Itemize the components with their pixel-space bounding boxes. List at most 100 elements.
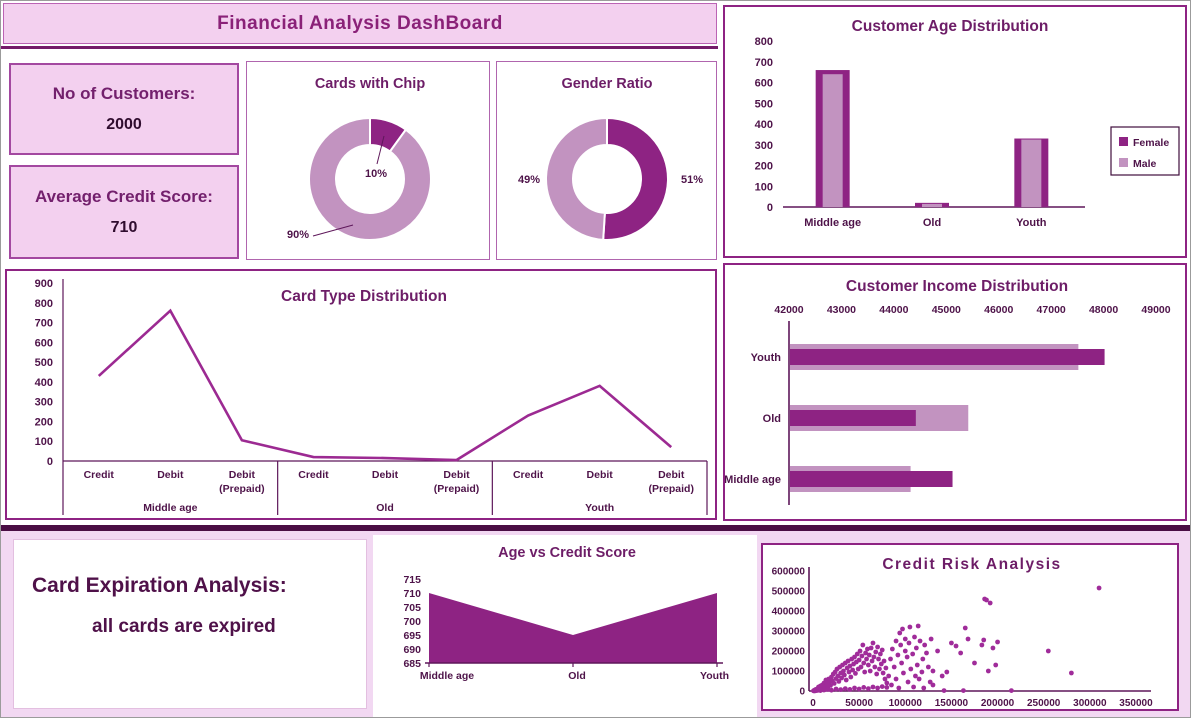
svg-text:200: 200 (755, 161, 773, 173)
svg-text:Female: Female (1133, 137, 1169, 149)
card-type-chart: 0 100 200 300 400 500 600 700 800 900 Credit Debit D… (35, 278, 708, 515)
svg-text:700: 700 (403, 616, 421, 628)
scatter-points (811, 585, 1102, 694)
card-expiration-detail: all cards are expired (92, 616, 276, 637)
card-expiration-heading: Card Expiration Analysis: (32, 574, 287, 597)
svg-text:Youth: Youth (751, 352, 782, 364)
age-distribution-panel: 0 100 200 300 400 500 600 700 800 Middle age Old Yo… (723, 5, 1187, 258)
svg-text:Old: Old (568, 670, 586, 682)
svg-text:Youth: Youth (1016, 217, 1047, 229)
svg-text:Debit: Debit (658, 469, 685, 481)
svg-text:400: 400 (755, 119, 773, 131)
income-distribution-panel: 42000 43000 44000 45000 46000 47000 48000 49000… (723, 263, 1187, 521)
svg-text:10%: 10% (365, 168, 387, 180)
svg-text:Old: Old (763, 413, 781, 425)
section-separator (1, 525, 1190, 531)
svg-text:Debit: Debit (229, 469, 256, 481)
donut-slices (308, 116, 432, 241)
svg-text:Middle age: Middle age (143, 502, 197, 514)
card-type-panel: 0 100 200 300 400 500 600 700 800 900 Credit Debit D… (5, 269, 717, 520)
svg-text:300000: 300000 (772, 627, 806, 638)
svg-text:715: 715 (403, 574, 421, 586)
svg-text:500: 500 (35, 357, 53, 369)
series-front (790, 349, 1105, 487)
svg-text:45000: 45000 (932, 304, 961, 316)
gender-ratio-chart: 51% 49% Gender Ratio (518, 76, 703, 241)
cards-with-chip-panel: 10% 90% Cards with Chip (246, 61, 490, 260)
svg-text:700: 700 (35, 318, 53, 330)
svg-text:500000: 500000 (772, 587, 806, 598)
svg-text:Youth: Youth (585, 502, 614, 514)
svg-text:Age vs Credit Score: Age vs Credit Score (498, 545, 636, 561)
svg-text:Debit: Debit (587, 469, 614, 481)
card-expiration-panel: Card Expiration Analysis: all cards are … (13, 539, 367, 709)
svg-text:200000: 200000 (981, 698, 1015, 709)
page-title: Financial Analysis DashBoard (217, 12, 503, 34)
svg-text:46000: 46000 (984, 304, 1013, 316)
svg-text:350000: 350000 (1119, 698, 1153, 709)
svg-text:49000: 49000 (1141, 304, 1170, 316)
age-vs-credit-panel: 715 710 705 700 695 690 685 Middle age Old Youth A… (373, 535, 757, 717)
svg-text:(Prepaid): (Prepaid) (648, 483, 694, 495)
svg-text:47000: 47000 (1037, 304, 1066, 316)
svg-text:Credit: Credit (513, 469, 544, 481)
svg-text:49%: 49% (518, 174, 540, 186)
svg-text:150000: 150000 (935, 698, 969, 709)
svg-text:100000: 100000 (889, 698, 923, 709)
svg-text:44000: 44000 (879, 304, 908, 316)
svg-text:0: 0 (799, 687, 805, 698)
svg-text:400000: 400000 (772, 607, 806, 618)
svg-text:800: 800 (755, 36, 773, 48)
svg-text:700: 700 (755, 57, 773, 69)
card-type-line (97, 308, 673, 462)
svg-text:Card Type Distribution: Card Type Distribution (281, 288, 447, 305)
svg-text:400: 400 (35, 377, 53, 389)
svg-text:Customer Income Distribution: Customer Income Distribution (846, 278, 1068, 295)
svg-text:300: 300 (755, 140, 773, 152)
svg-text:Credit: Credit (84, 469, 115, 481)
svg-text:685: 685 (403, 658, 421, 670)
svg-text:0: 0 (47, 456, 53, 468)
svg-text:Credit Risk Analysis: Credit Risk Analysis (882, 556, 1061, 573)
svg-text:Debit: Debit (372, 469, 399, 481)
svg-text:Debit: Debit (443, 469, 470, 481)
kpi-customers-card: No of Customers: 2000 (9, 63, 239, 155)
svg-text:710: 710 (403, 588, 421, 600)
svg-text:Debit: Debit (157, 469, 184, 481)
svg-text:Old: Old (376, 502, 394, 514)
svg-text:500: 500 (755, 98, 773, 110)
age-distribution-chart: 0 100 200 300 400 500 600 700 800 Middle age Old Yo… (755, 18, 1180, 229)
kpi-customers-value: 2000 (106, 116, 142, 133)
donut-slices (545, 116, 669, 241)
svg-text:100: 100 (755, 181, 773, 193)
svg-text:(Prepaid): (Prepaid) (434, 483, 480, 495)
kpi-customers-label: No of Customers: (52, 84, 196, 103)
area-fill (429, 593, 717, 663)
svg-text:600: 600 (35, 337, 53, 349)
svg-text:250000: 250000 (1027, 698, 1061, 709)
svg-text:705: 705 (403, 602, 421, 614)
svg-text:900: 900 (35, 278, 53, 290)
gender-ratio-panel: 51% 49% Gender Ratio (496, 61, 717, 260)
svg-text:48000: 48000 (1089, 304, 1118, 316)
svg-text:51%: 51% (681, 174, 703, 186)
series-male (822, 74, 1042, 207)
svg-text:Cards with Chip: Cards with Chip (315, 76, 426, 92)
svg-text:300000: 300000 (1073, 698, 1107, 709)
dashboard-title-bar: Financial Analysis DashBoard (3, 3, 717, 44)
svg-text:Credit: Credit (298, 469, 329, 481)
svg-text:50000: 50000 (845, 698, 873, 709)
svg-text:Gender Ratio: Gender Ratio (561, 76, 652, 92)
svg-text:200000: 200000 (772, 647, 806, 658)
svg-text:0: 0 (810, 698, 816, 709)
svg-text:Customer Age Distribution: Customer Age Distribution (852, 18, 1049, 35)
svg-text:Male: Male (1133, 158, 1157, 170)
income-distribution-chart: 42000 43000 44000 45000 46000 47000 48000 49000… (725, 278, 1171, 505)
credit-risk-panel: 0 100000 200000 300000 400000 500000 600000 0 50… (761, 543, 1179, 711)
svg-text:42000: 42000 (774, 304, 803, 316)
series-female (815, 70, 1049, 207)
svg-text:690: 690 (403, 644, 421, 656)
svg-text:800: 800 (35, 298, 53, 310)
